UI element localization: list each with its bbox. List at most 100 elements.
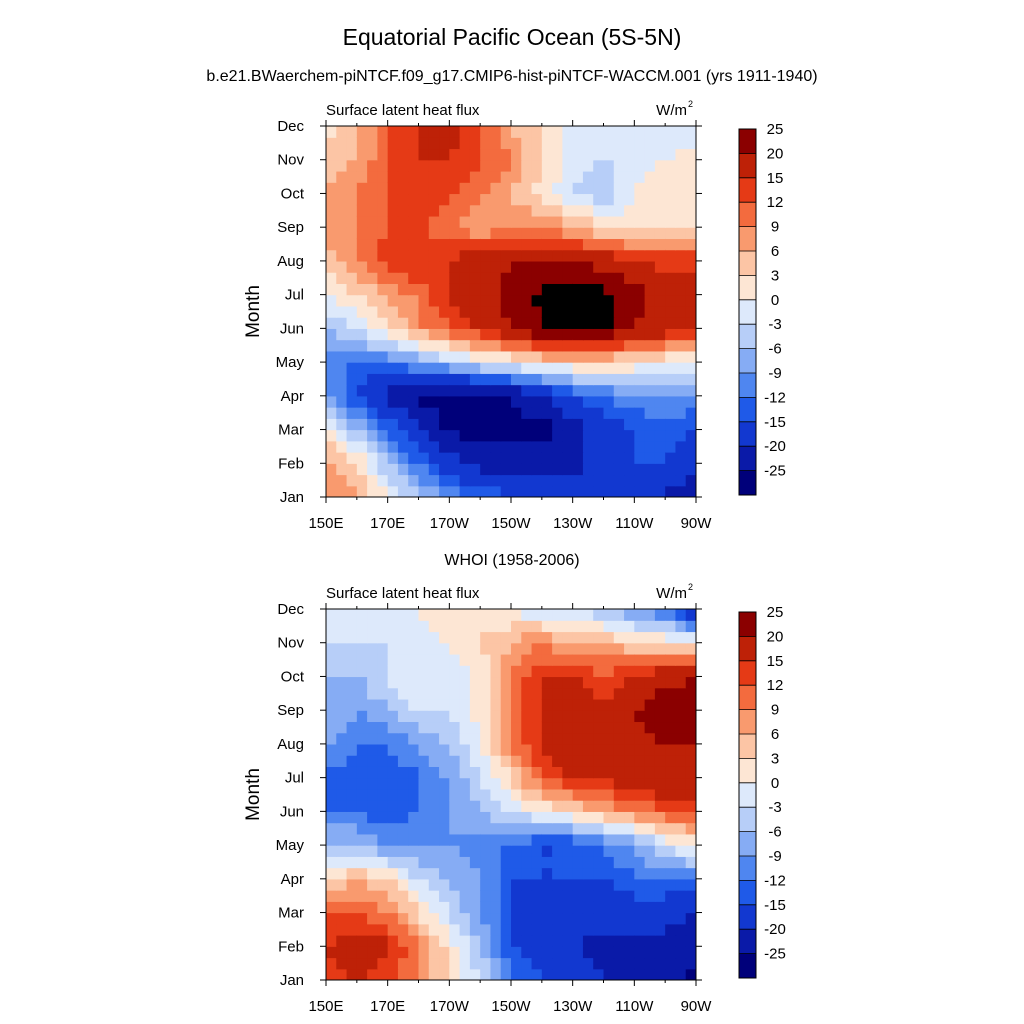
contour-cell: [377, 631, 389, 644]
contour-cell: [552, 215, 563, 228]
contour-cell: [459, 440, 471, 453]
contour-cell: [644, 193, 656, 206]
contour-cell: [603, 283, 615, 296]
contour-cell: [428, 788, 440, 801]
contour-cell: [500, 946, 512, 959]
x-tick-label: 90W: [681, 998, 713, 1015]
contour-cell: [459, 800, 471, 812]
contour-cell: [665, 418, 677, 431]
contour-cell: [480, 912, 492, 925]
contour-cell: [439, 238, 450, 251]
contour-cell: [634, 148, 646, 161]
contour-cell: [336, 732, 348, 745]
contour-cell: [541, 856, 553, 869]
contour-cell: [408, 845, 420, 857]
contour-cell: [603, 260, 615, 273]
contour-cell: [603, 901, 615, 914]
contour-cell: [459, 193, 471, 206]
contour-cell: [685, 901, 696, 914]
y-tick-label: Jul: [285, 287, 304, 304]
contour-cell: [654, 283, 666, 296]
contour-cell: [521, 215, 533, 228]
contour-cell: [521, 901, 533, 914]
contour-cell: [367, 800, 378, 812]
contour-cell: [356, 901, 368, 914]
contour-cell: [418, 283, 430, 296]
contour-cell: [356, 452, 368, 464]
contour-cell: [624, 204, 635, 217]
contour-cell: [326, 272, 337, 284]
contour-cell: [418, 665, 430, 678]
contour-cell: [685, 193, 696, 206]
contour-cell: [593, 452, 605, 464]
contour-cell: [521, 653, 533, 666]
contour-cell: [644, 350, 656, 363]
contour-cell: [480, 957, 492, 970]
contour-cell: [397, 159, 409, 172]
contour-cell: [654, 867, 666, 880]
contour-cell: [634, 440, 646, 453]
contour-cell: [408, 946, 420, 959]
contour-cell: [428, 474, 440, 487]
contour-cell: [490, 328, 502, 341]
contour-cell: [511, 182, 522, 195]
contour-cell: [593, 429, 605, 442]
contour-cell: [469, 653, 481, 666]
contour-cell: [562, 126, 574, 138]
contour-cell: [521, 440, 533, 453]
contour-cell: [541, 407, 553, 419]
contour-cell: [439, 328, 450, 341]
contour-cell: [449, 440, 461, 453]
contour-cell: [603, 272, 615, 284]
contour-cell: [469, 159, 481, 172]
colorbar-box: [739, 153, 756, 179]
contour-cell: [490, 710, 502, 723]
contour-cell: [593, 384, 605, 397]
contour-cell: [377, 946, 389, 959]
contour-cell: [449, 137, 461, 150]
contour-cell: [644, 732, 656, 745]
contour-cell: [521, 463, 533, 476]
contour-cell: [644, 328, 656, 341]
contour-cell: [480, 159, 492, 172]
contour-cell: [665, 609, 677, 621]
contour-cell: [572, 766, 584, 779]
contour-cell: [387, 260, 399, 273]
contour-cell: [634, 912, 646, 925]
contour-cell: [449, 856, 461, 869]
contour-cell: [377, 833, 389, 846]
contour-cell: [418, 407, 430, 419]
contour-cell: [397, 935, 409, 947]
contour-cell: [562, 878, 574, 891]
contour-cell: [654, 440, 666, 453]
contour-cell: [408, 698, 420, 711]
contour-cell: [428, 923, 440, 936]
colorbar-label: -25: [764, 946, 786, 963]
contour-cell: [449, 721, 461, 734]
contour-cell: [552, 395, 563, 408]
contour-cell: [562, 687, 574, 700]
contour-cell: [654, 294, 666, 307]
contour-cell: [418, 743, 430, 756]
contour-cell: [418, 328, 430, 341]
contour-cell: [469, 811, 481, 824]
contour-cell: [562, 698, 574, 711]
contour-cell: [408, 159, 420, 172]
contour-cell: [459, 350, 471, 363]
contour-cell: [377, 182, 389, 195]
contour-cell: [490, 362, 502, 374]
contour-cell: [644, 631, 656, 644]
contour-cell: [675, 170, 687, 183]
contour-cell: [439, 923, 450, 936]
contour-cell: [469, 440, 481, 453]
contour-cell: [541, 260, 553, 273]
contour-cell: [552, 305, 563, 318]
contour-cell: [624, 126, 635, 138]
contour-cell: [644, 856, 656, 869]
contour-cell: [665, 215, 677, 228]
contour-cell: [603, 620, 615, 633]
contour-cell: [521, 912, 533, 925]
contour-cell: [387, 474, 399, 487]
contour-cell: [582, 957, 594, 970]
contour-cell: [439, 317, 450, 329]
